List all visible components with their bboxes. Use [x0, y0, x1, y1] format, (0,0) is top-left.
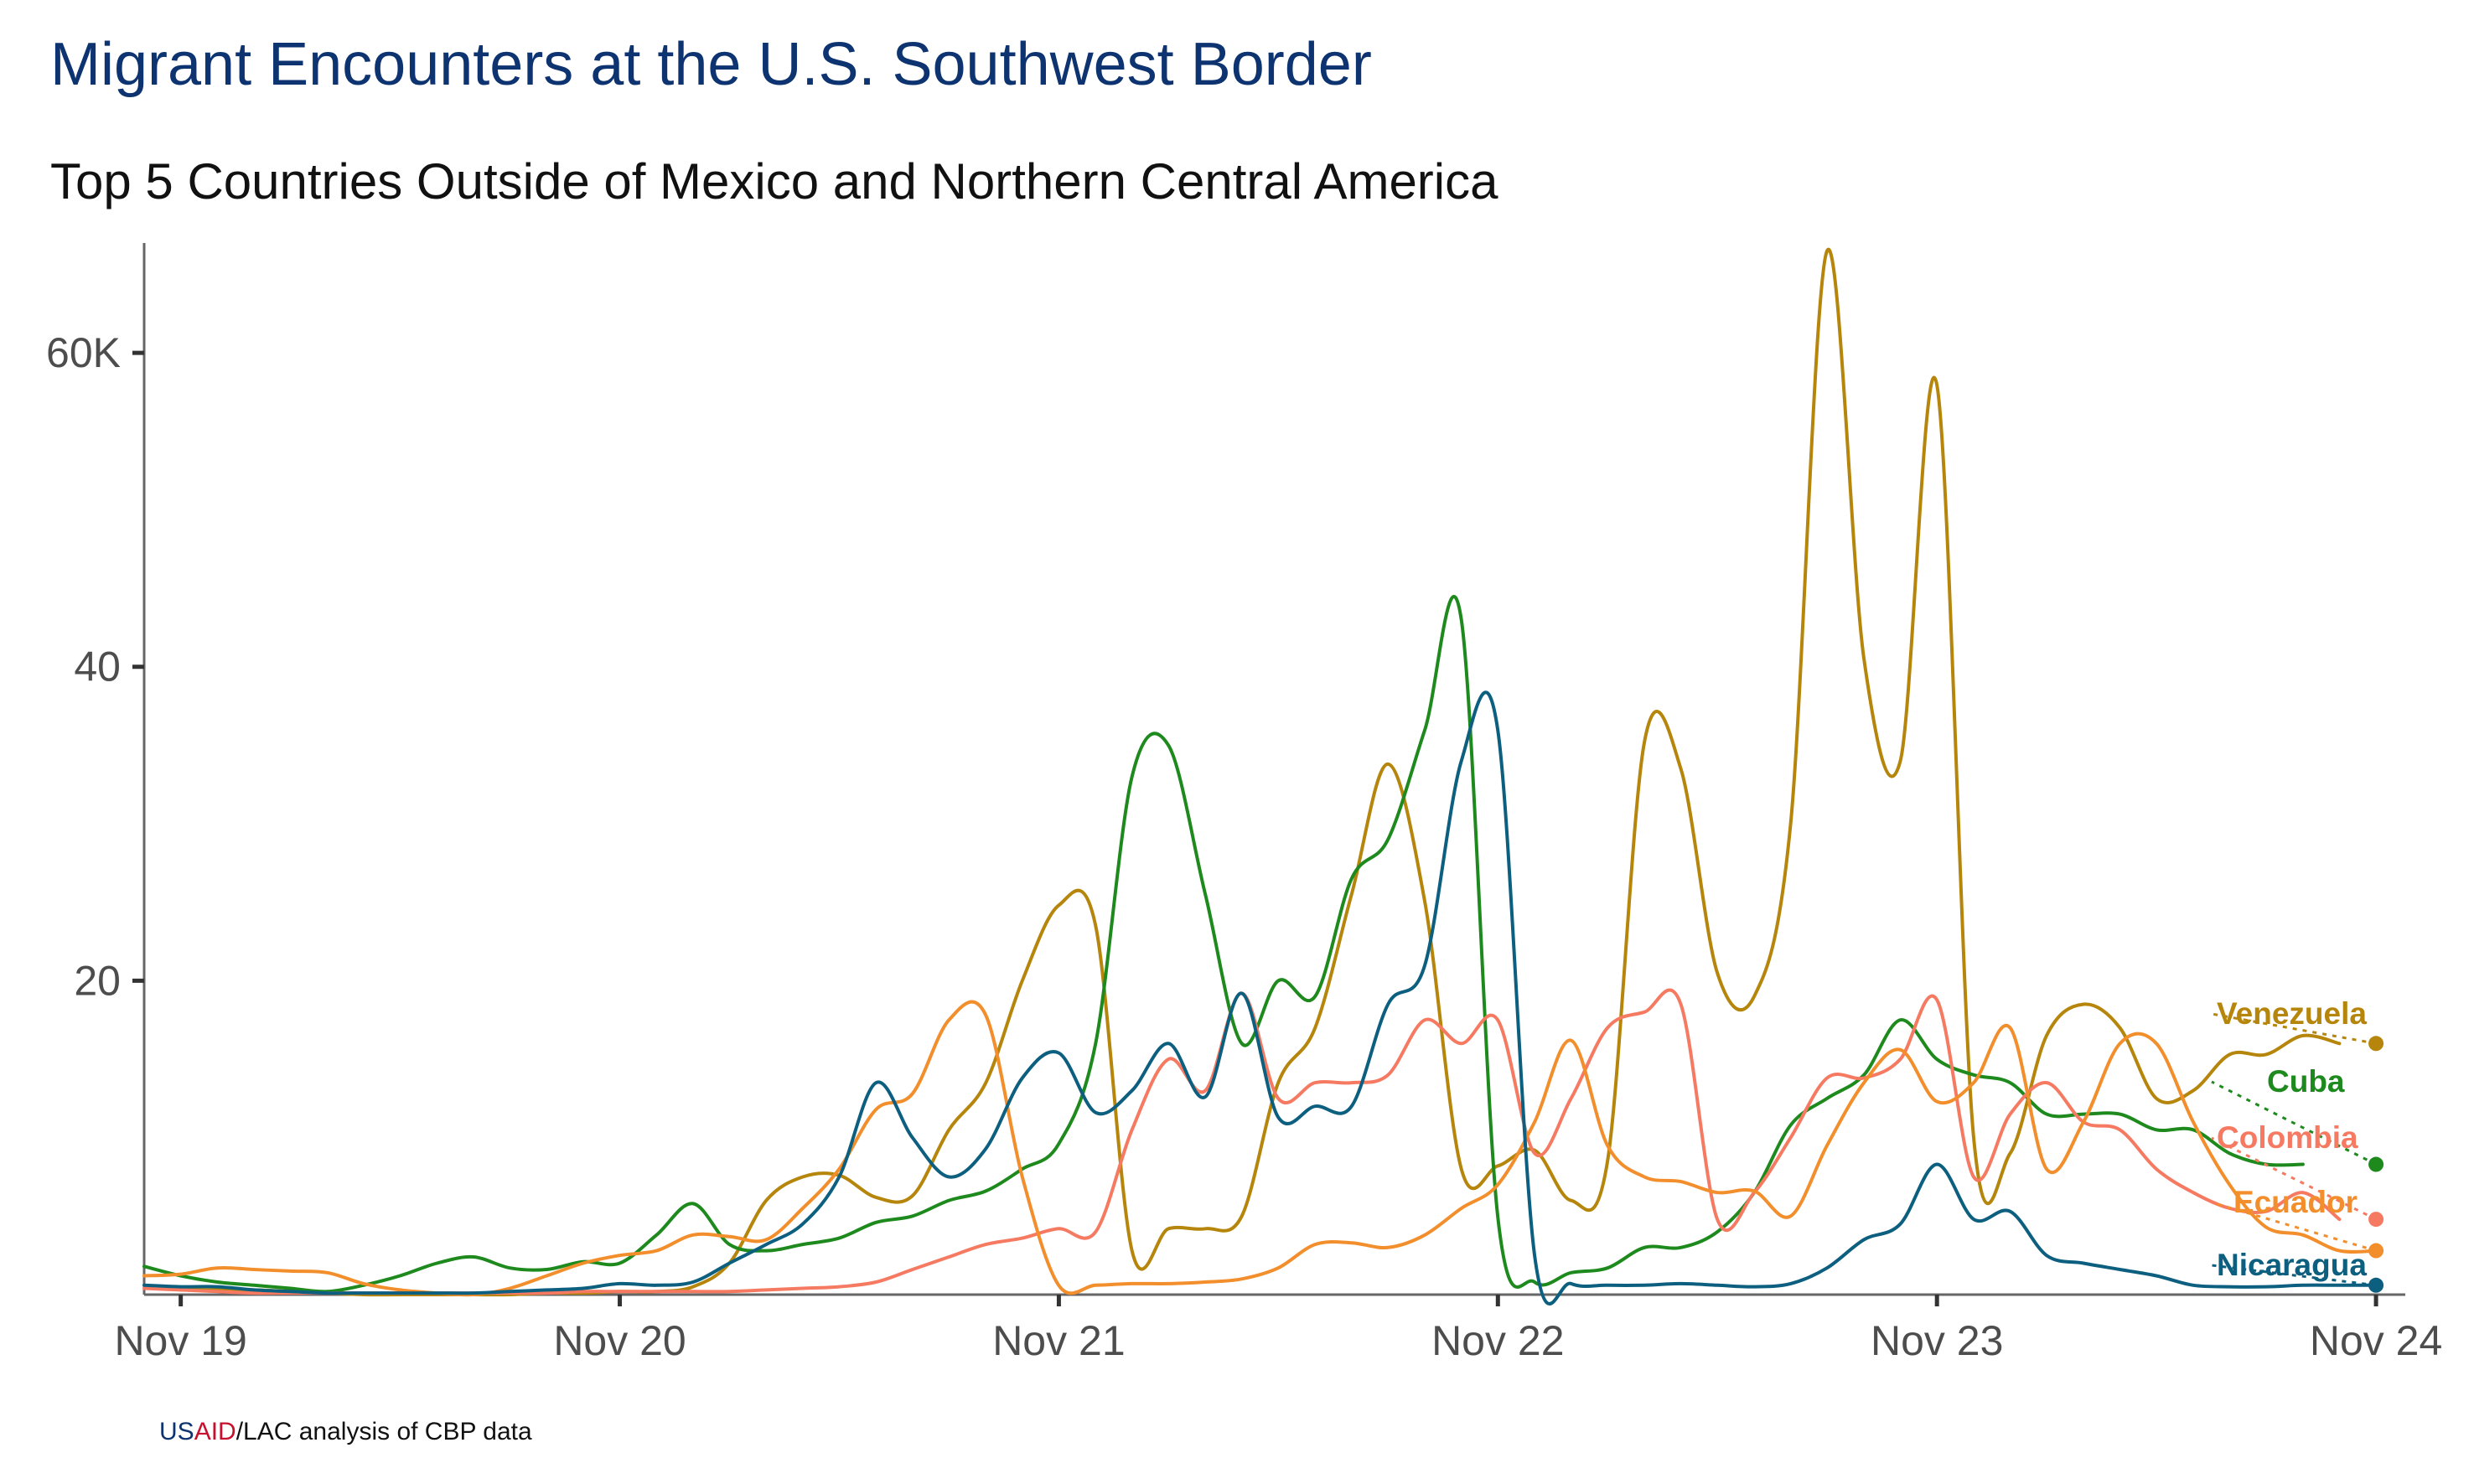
x-tick-label: Nov 22	[1431, 1317, 1564, 1364]
leader-line-nicaragua	[2211, 1264, 2377, 1287]
leader-line-colombia	[2211, 1136, 2377, 1221]
end-label-ecuador: Ecuador	[2233, 1185, 2358, 1219]
y-tick-label: 60K	[46, 329, 121, 376]
y-tick-label: 40	[74, 644, 121, 690]
source-aid: AID	[194, 1418, 236, 1445]
series-line-colombia	[142, 988, 2342, 1295]
series-lines	[142, 247, 2384, 1306]
end-label-colombia: Colombia	[2217, 1120, 2358, 1155]
series-line-ecuador	[142, 1000, 2378, 1297]
chart-title: Migrant Encounters at the U.S. Southwest…	[50, 31, 1372, 98]
source-us: US	[159, 1418, 194, 1445]
series-line-cuba	[142, 594, 2305, 1294]
series-line-nicaragua	[142, 690, 2378, 1306]
end-label-nicaragua: Nicaragua	[2217, 1248, 2367, 1282]
axes: 20 40 60K Nov 19 Nov 20 Nov 21 Nov 22 Nov 23 Nov…	[46, 243, 2442, 1364]
end-labels: Venezuela Cuba Colombia Ecuador Nicaragua	[2211, 996, 2377, 1287]
source-rest: /LAC analysis of CBP data	[235, 1418, 532, 1445]
chart-subtitle: Top 5 Countries Outside of Mexico and No…	[50, 153, 1498, 209]
x-tick-label: Nov 24	[2310, 1317, 2442, 1364]
y-tick-label: 20	[74, 957, 121, 1004]
x-tick-label: Nov 19	[114, 1317, 246, 1364]
leader-line-ecuador	[2211, 1201, 2377, 1252]
source-note: USAID/LAC analysis of CBP data	[159, 1418, 532, 1446]
x-tick-label: Nov 21	[992, 1317, 1125, 1364]
leader-line-venezuela	[2211, 1012, 2377, 1045]
end-label-cuba: Cuba	[2267, 1064, 2345, 1099]
end-label-venezuela: Venezuela	[2217, 996, 2367, 1031]
leader-line-cuba	[2211, 1080, 2377, 1166]
x-tick-label: Nov 20	[553, 1317, 686, 1364]
x-tick-label: Nov 23	[1871, 1317, 2003, 1364]
series-line-venezuela	[179, 247, 2342, 1297]
